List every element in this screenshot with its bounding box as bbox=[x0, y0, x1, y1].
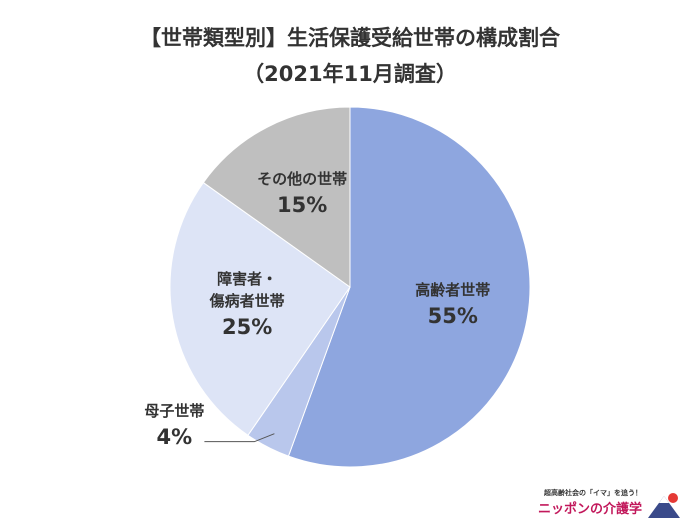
pie-slice bbox=[287, 106, 531, 468]
value-label: 25% bbox=[222, 315, 273, 340]
value-label: 15% bbox=[277, 193, 328, 218]
chart-title: 【世帯類型別】生活保護受給世帯の構成割合 bbox=[140, 26, 560, 50]
slice-label: 障害者・ 傷病者世帯 25% bbox=[210, 268, 285, 342]
slice-label: 母子世帯 4% bbox=[144, 400, 204, 452]
category-label: 母子世帯 bbox=[144, 401, 205, 420]
pie-slice bbox=[202, 106, 351, 288]
logo: 超高齢社会の「イマ」を追う！ ニッポンの介護学 bbox=[537, 488, 682, 518]
category-label: その他の世帯 bbox=[257, 170, 348, 189]
pie-slice bbox=[169, 181, 351, 436]
logo-tagline: 超高齢社会の「イマ」を追う！ bbox=[544, 489, 642, 497]
logo-icon bbox=[648, 493, 680, 518]
category-label: 高齢者世帯 bbox=[415, 281, 491, 300]
chart-subtitle: （2021年11月調査） bbox=[243, 62, 457, 86]
leader-line bbox=[204, 433, 275, 443]
value-label: 55% bbox=[427, 304, 478, 329]
slice-label: 高齢者世帯 55% bbox=[415, 279, 490, 331]
slice-label: その他の世帯 15% bbox=[257, 168, 347, 220]
logo-name: ニッポンの介護学 bbox=[537, 502, 642, 517]
value-label: 4% bbox=[156, 424, 193, 449]
category-label: 障害者・ 傷病者世帯 bbox=[209, 270, 285, 311]
